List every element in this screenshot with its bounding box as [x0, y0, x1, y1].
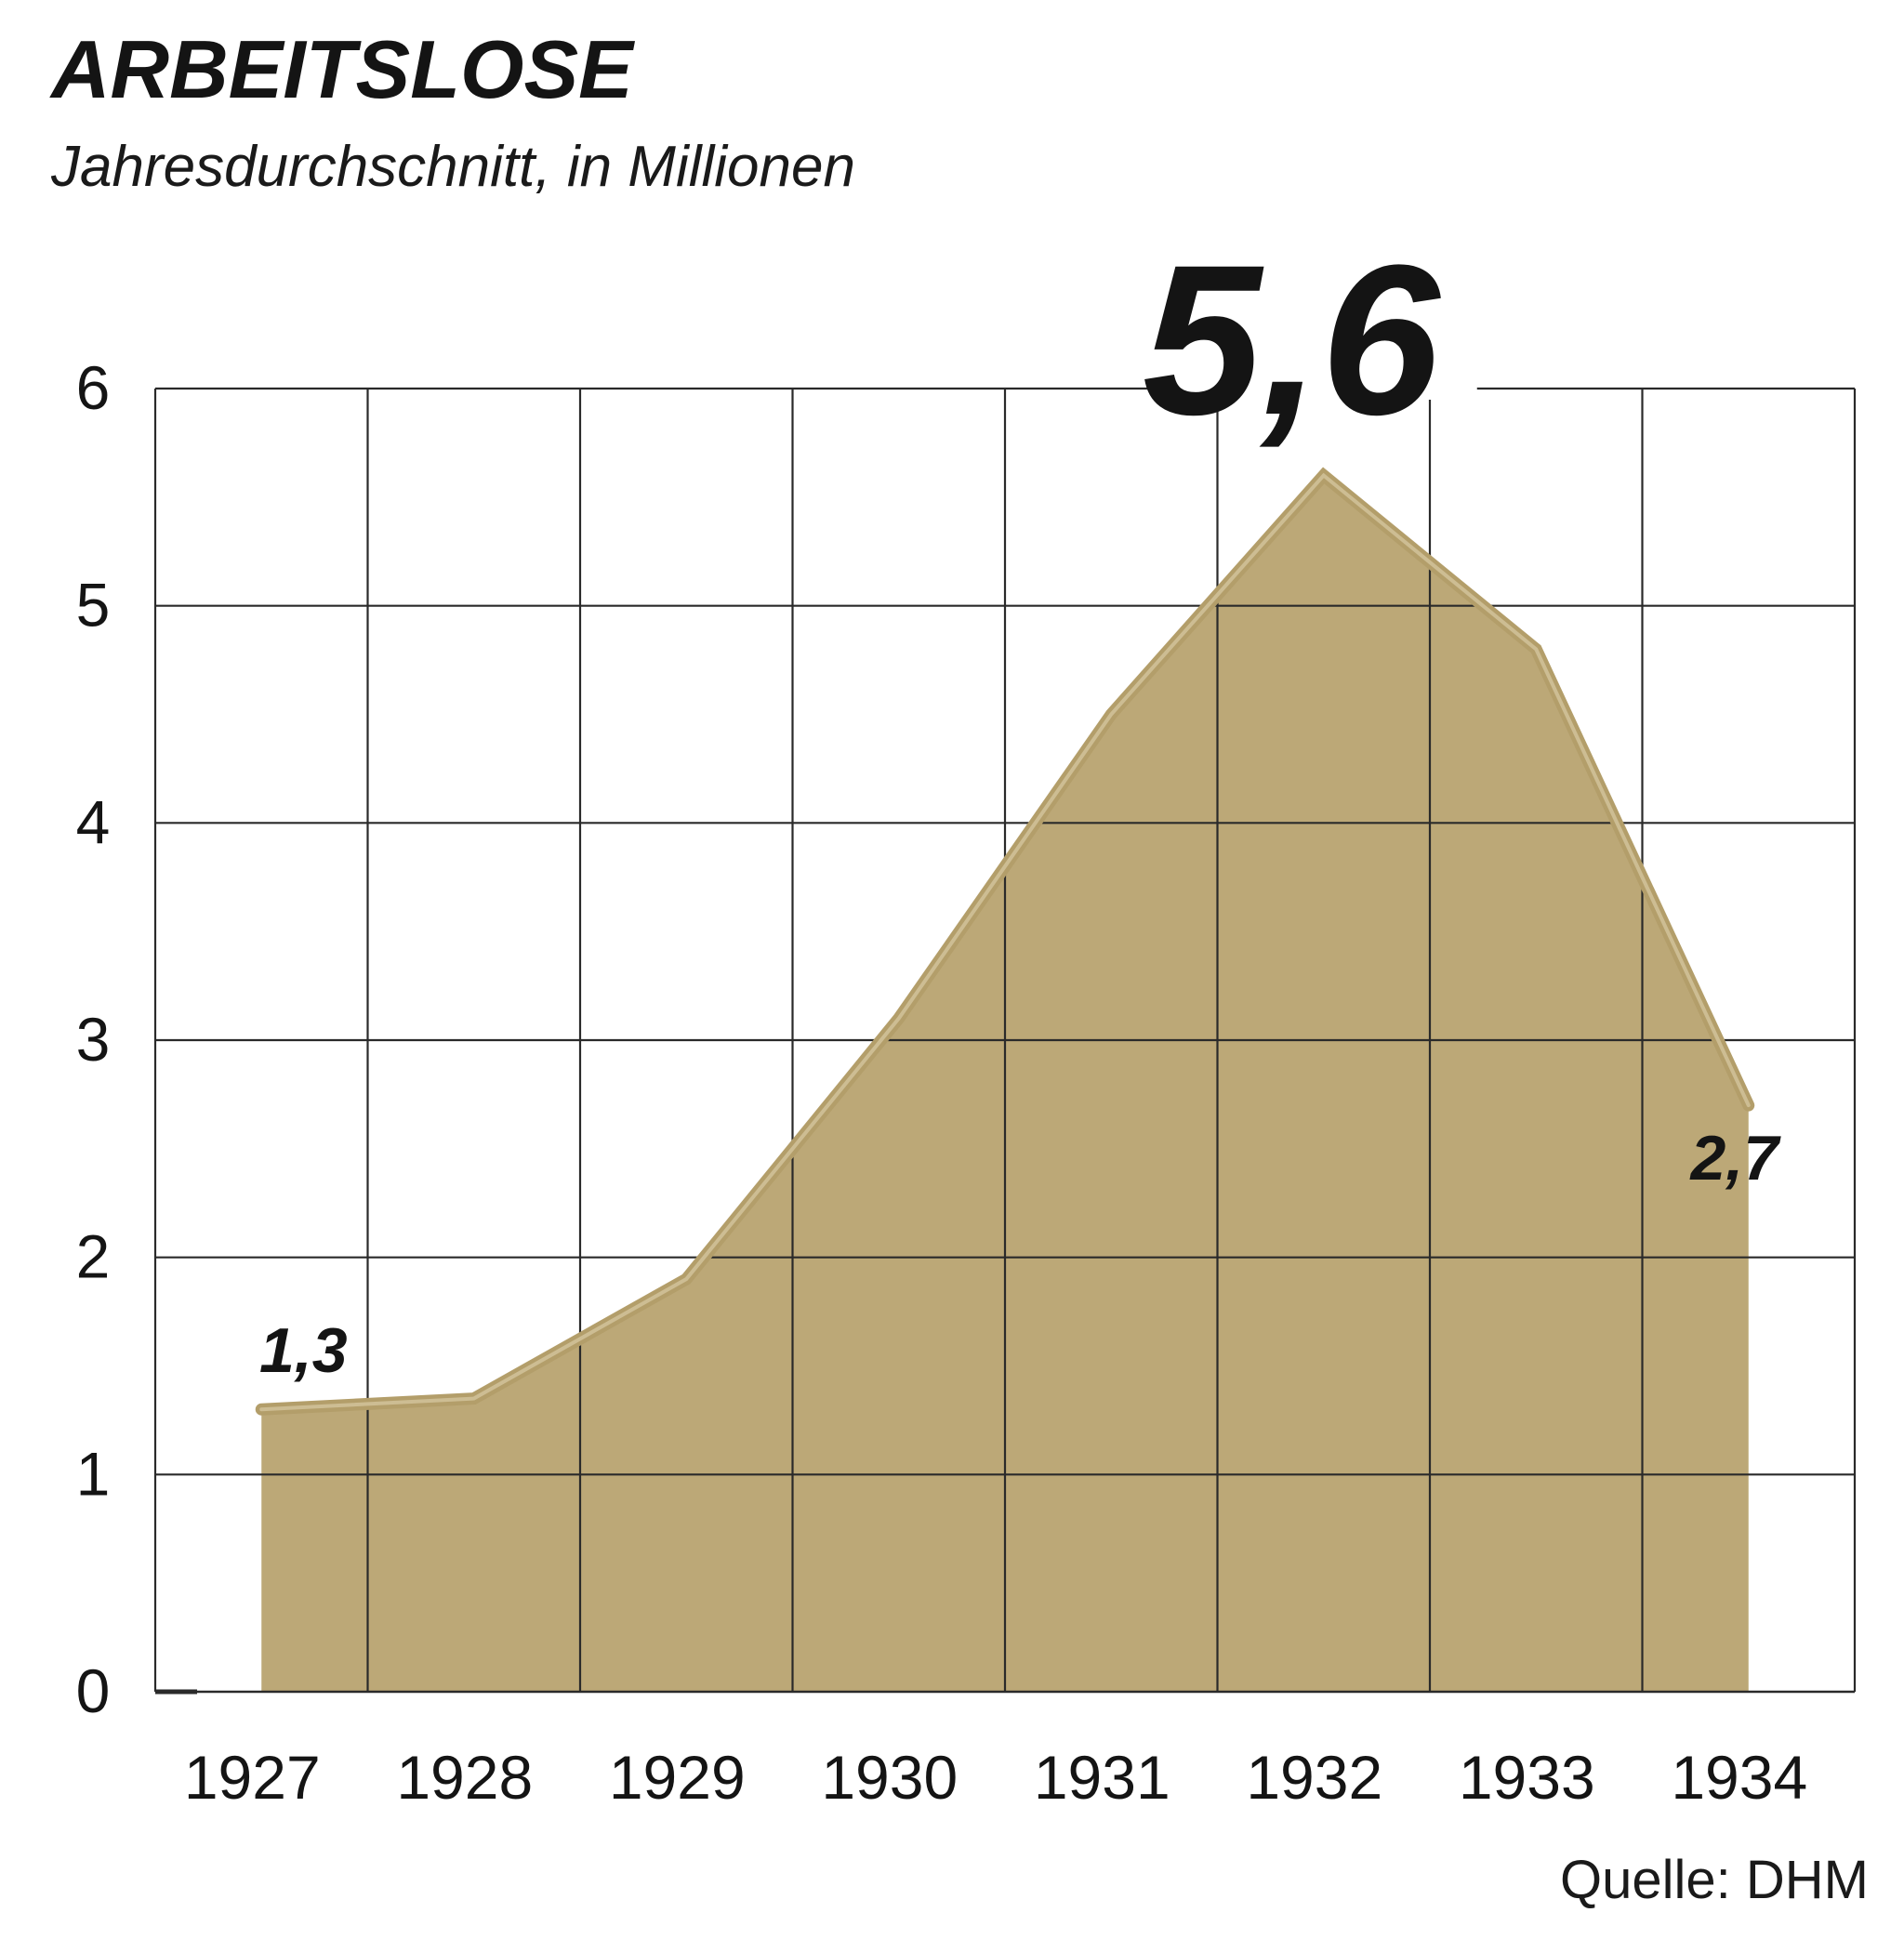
- annotation-end-value: 2,7: [1688, 1123, 1781, 1194]
- y-tick-label: 4: [76, 787, 111, 856]
- y-tick-label: 6: [76, 353, 111, 422]
- y-tick-label: 5: [76, 571, 111, 640]
- x-tick-label: 1930: [821, 1743, 958, 1812]
- annotations: 1,3 5,6 2,7: [259, 220, 1781, 1386]
- annotation-peak-value: 5,6: [1143, 220, 1442, 459]
- x-tick-label: 1929: [609, 1743, 746, 1812]
- annotation-knockout: [1170, 377, 1477, 400]
- annotation-start-value: 1,3: [259, 1315, 348, 1386]
- y-tick-label: 1: [76, 1439, 111, 1508]
- y-tick-label: 0: [76, 1656, 111, 1725]
- y-axis-ticks: 0 1 2 3 4 5 6: [76, 353, 111, 1725]
- y-tick-label: 2: [76, 1222, 111, 1291]
- x-tick-label: 1927: [184, 1743, 321, 1812]
- x-axis-ticks: 1927 1928 1929 1930 1931 1932 1933 1934: [184, 1743, 1807, 1812]
- line-layer: [255, 467, 1755, 1416]
- series-line-highlight: [259, 472, 1751, 1412]
- chart-subtitle: Jahresdurchschnitt, in Millionen: [50, 135, 855, 199]
- source-label: Quelle: DHM: [1560, 1850, 1869, 1910]
- grid-layer: [153, 387, 1857, 1695]
- x-tick-label: 1934: [1671, 1743, 1807, 1812]
- x-tick-label: 1932: [1246, 1743, 1382, 1812]
- y-tick-label: 3: [76, 1005, 111, 1074]
- chart-title: ARBEITSLOSE: [49, 23, 635, 115]
- x-tick-label: 1931: [1034, 1743, 1170, 1812]
- x-tick-label: 1928: [396, 1743, 533, 1812]
- x-tick-label: 1933: [1459, 1743, 1595, 1812]
